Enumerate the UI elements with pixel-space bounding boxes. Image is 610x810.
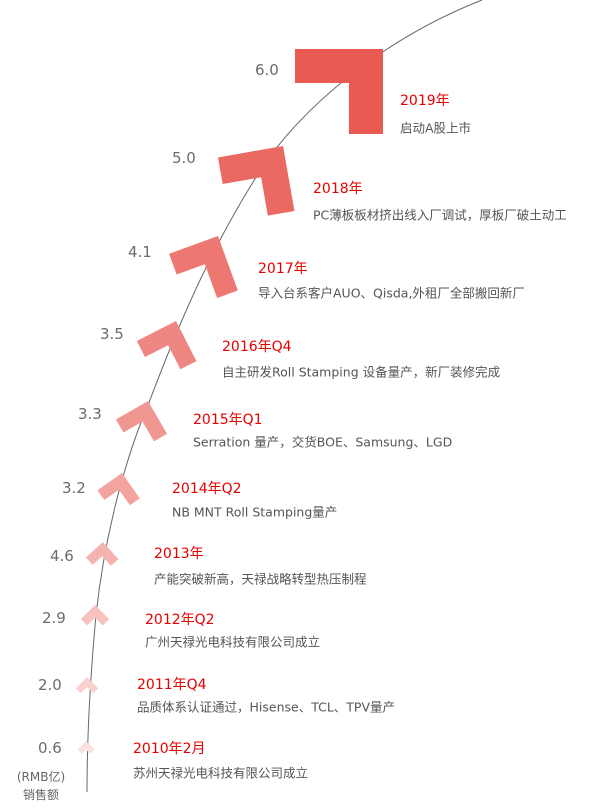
- milestone-title: 2011年Q4: [137, 677, 207, 693]
- milestone-description: 苏州天禄光电科技有限公司成立: [133, 765, 309, 781]
- unit-label: (RMB亿) 销售额: [6, 768, 76, 804]
- chevron-arrow-icon: [169, 236, 238, 299]
- chevron-arrow-icon: [77, 741, 95, 754]
- milestone-title: 2016年Q4: [222, 339, 292, 355]
- chevron-arrow-icon: [75, 677, 99, 694]
- milestone-title: 2010年2月: [133, 741, 206, 757]
- sales-value: 0.6: [38, 739, 62, 757]
- milestone-description: 导入台系客户AUO、Qisda,外租厂全部搬回新厂: [258, 285, 525, 301]
- milestone-description: 品质体系认证通过，Hisense、TCL、TPV量产: [137, 699, 396, 715]
- growth-curve: [86, 0, 483, 793]
- milestone-title: 2013年: [154, 546, 204, 562]
- milestone-title: 2019年: [400, 93, 450, 109]
- chevron-arrow-icon: [85, 542, 119, 566]
- sales-value: 2.0: [38, 676, 62, 694]
- sales-value: 3.3: [78, 405, 102, 423]
- milestone-description: PC薄板板材挤出线入厂调试，厚板厂破土动工: [313, 207, 567, 223]
- milestone-description: 广州天禄光电科技有限公司成立: [145, 634, 321, 650]
- chevron-arrow-icon: [218, 146, 295, 216]
- chevron-arrow-icon: [80, 605, 110, 626]
- milestone-title: 2015年Q1: [193, 412, 263, 428]
- chevron-arrow-icon: [97, 473, 140, 506]
- axis-label: 销售额: [22, 788, 59, 802]
- milestone-description: NB MNT Roll Stamping量产: [172, 504, 338, 520]
- sales-value: 4.6: [50, 547, 74, 565]
- milestone-description: 自主研发Roll Stamping 设备量产，新厂装修完成: [222, 364, 501, 380]
- chevron-arrow-icon: [136, 321, 197, 370]
- milestone-title: 2014年Q2: [172, 481, 242, 497]
- milestone-description: 启动A股上市: [400, 120, 472, 136]
- milestone-description: Serration 量产，交货BOE、Samsung、LGD: [193, 434, 453, 450]
- sales-value: 2.9: [42, 609, 66, 627]
- milestone-title: 2017年: [258, 261, 308, 277]
- milestone-title: 2012年Q2: [145, 612, 215, 628]
- chevron-arrow-icon: [115, 401, 167, 442]
- chevron-arrow-icon: [295, 49, 383, 134]
- sales-value: 5.0: [172, 149, 196, 167]
- sales-value: 6.0: [255, 61, 279, 79]
- milestone-title: 2018年: [313, 181, 363, 197]
- sales-value: 4.1: [128, 243, 152, 261]
- sales-value: 3.5: [100, 325, 124, 343]
- sales-value: 3.2: [62, 479, 86, 497]
- unit-text: (RMB亿): [16, 770, 66, 784]
- milestone-description: 产能突破新高，天禄战略转型热压制程: [154, 571, 367, 587]
